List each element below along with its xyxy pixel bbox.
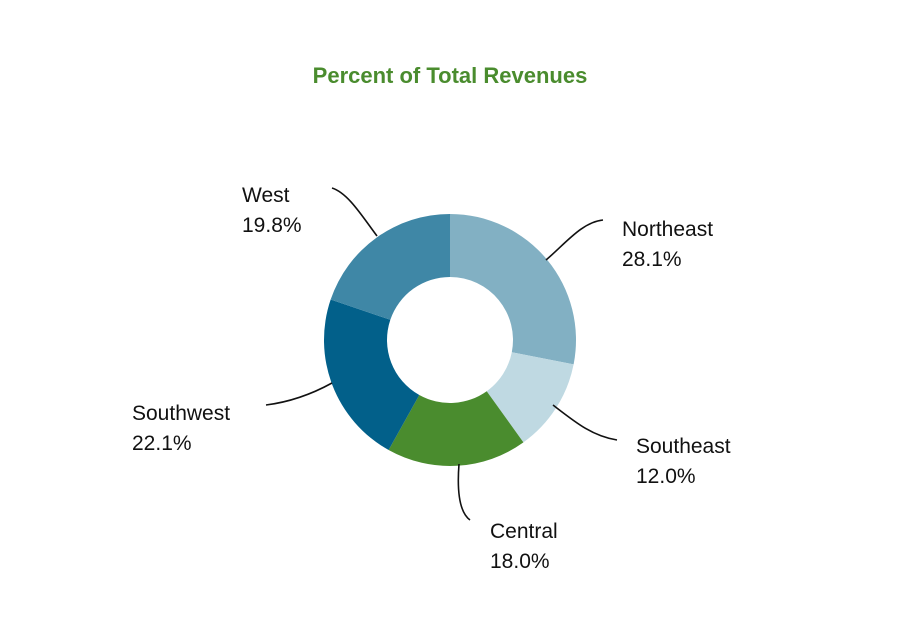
chart-title: Percent of Total Revenues	[313, 63, 588, 88]
label-value-northeast: 28.1%	[622, 248, 682, 271]
label-name-central: Central	[490, 520, 558, 543]
label-value-southwest: 22.1%	[132, 432, 192, 455]
leader-line-southwest	[265, 382, 333, 406]
label-value-west: 19.8%	[242, 214, 302, 237]
label-name-southwest: Southwest	[132, 402, 230, 425]
label-value-central: 18.0%	[490, 550, 550, 573]
slice-southeast	[486, 352, 574, 443]
slice-southwest	[324, 299, 420, 451]
slice-labels: Northeast 28.1% Southeast 12.0% Central 18.0%…	[132, 184, 731, 573]
leader-line-west	[331, 187, 378, 237]
leader-line-northeast	[545, 219, 604, 261]
leader-line-southeast	[552, 404, 618, 441]
slice-central	[388, 391, 524, 467]
slice-west	[330, 214, 450, 320]
label-name-northeast: Northeast	[622, 218, 713, 241]
donut-slices	[324, 214, 577, 467]
label-value-southeast: 12.0%	[636, 465, 696, 488]
leader-lines	[265, 187, 618, 521]
label-name-west: West	[242, 184, 290, 207]
leader-line-central	[457, 463, 471, 521]
slice-northeast	[450, 214, 577, 365]
label-name-southeast: Southeast	[636, 435, 731, 458]
